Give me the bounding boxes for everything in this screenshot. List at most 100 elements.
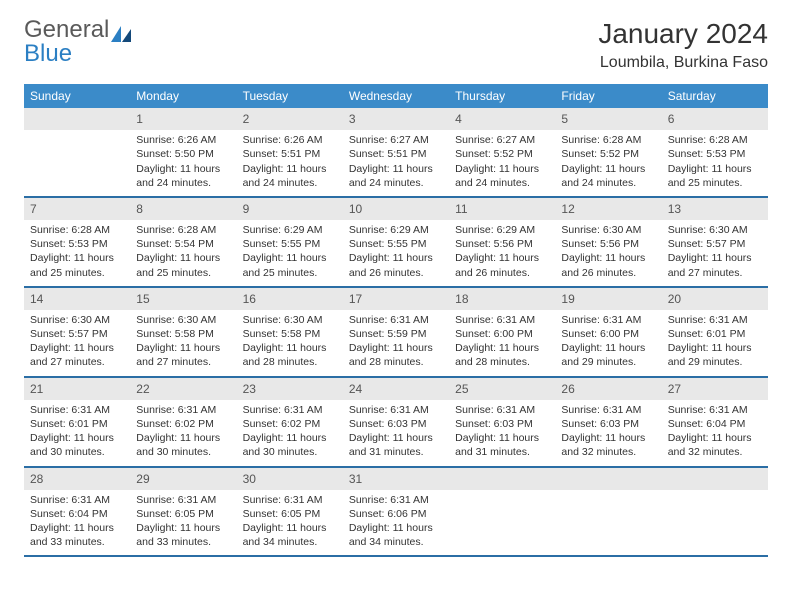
sunrise-text: Sunrise: 6:31 AM bbox=[243, 403, 337, 417]
day-cell: 26Sunrise: 6:31 AMSunset: 6:03 PMDayligh… bbox=[555, 378, 661, 466]
day-cell: 22Sunrise: 6:31 AMSunset: 6:02 PMDayligh… bbox=[130, 378, 236, 466]
day-details: Sunrise: 6:28 AMSunset: 5:54 PMDaylight:… bbox=[130, 220, 236, 286]
day-details: Sunrise: 6:28 AMSunset: 5:53 PMDaylight:… bbox=[24, 220, 130, 286]
daylight-text: and 28 minutes. bbox=[349, 355, 443, 369]
brand-text-2: Blue bbox=[24, 42, 72, 66]
day-details: Sunrise: 6:30 AMSunset: 5:56 PMDaylight:… bbox=[555, 220, 661, 286]
sunset-text: Sunset: 5:54 PM bbox=[136, 237, 230, 251]
daylight-text: Daylight: 11 hours bbox=[30, 251, 124, 265]
daylight-text: and 33 minutes. bbox=[30, 535, 124, 549]
sunrise-text: Sunrise: 6:30 AM bbox=[561, 223, 655, 237]
sunset-text: Sunset: 6:00 PM bbox=[561, 327, 655, 341]
day-details: Sunrise: 6:31 AMSunset: 6:01 PMDaylight:… bbox=[662, 310, 768, 376]
daylight-text: and 25 minutes. bbox=[30, 266, 124, 280]
sunrise-text: Sunrise: 6:27 AM bbox=[455, 133, 549, 147]
day-number bbox=[662, 468, 768, 490]
day-cell: 12Sunrise: 6:30 AMSunset: 5:56 PMDayligh… bbox=[555, 198, 661, 286]
sunset-text: Sunset: 6:06 PM bbox=[349, 507, 443, 521]
day-number: 6 bbox=[662, 108, 768, 130]
day-details: Sunrise: 6:31 AMSunset: 6:03 PMDaylight:… bbox=[449, 400, 555, 466]
day-number bbox=[24, 108, 130, 130]
day-number: 23 bbox=[237, 378, 343, 400]
day-cell: 20Sunrise: 6:31 AMSunset: 6:01 PMDayligh… bbox=[662, 288, 768, 376]
sunset-text: Sunset: 6:01 PM bbox=[668, 327, 762, 341]
brand-text-1: General bbox=[24, 18, 109, 42]
daylight-text: and 32 minutes. bbox=[561, 445, 655, 459]
day-details: Sunrise: 6:31 AMSunset: 6:04 PMDaylight:… bbox=[662, 400, 768, 466]
day-cell: 30Sunrise: 6:31 AMSunset: 6:05 PMDayligh… bbox=[237, 468, 343, 556]
day-details: Sunrise: 6:27 AMSunset: 5:52 PMDaylight:… bbox=[449, 130, 555, 196]
daylight-text: and 24 minutes. bbox=[349, 176, 443, 190]
daylight-text: Daylight: 11 hours bbox=[243, 162, 337, 176]
day-details: Sunrise: 6:31 AMSunset: 6:00 PMDaylight:… bbox=[555, 310, 661, 376]
daylight-text: and 33 minutes. bbox=[136, 535, 230, 549]
sunrise-text: Sunrise: 6:31 AM bbox=[561, 403, 655, 417]
sunrise-text: Sunrise: 6:31 AM bbox=[455, 313, 549, 327]
daylight-text: Daylight: 11 hours bbox=[349, 431, 443, 445]
daylight-text: Daylight: 11 hours bbox=[30, 341, 124, 355]
daylight-text: Daylight: 11 hours bbox=[349, 341, 443, 355]
day-details: Sunrise: 6:31 AMSunset: 6:04 PMDaylight:… bbox=[24, 490, 130, 556]
day-details: Sunrise: 6:31 AMSunset: 6:05 PMDaylight:… bbox=[130, 490, 236, 556]
title-block: January 2024 Loumbila, Burkina Faso bbox=[598, 18, 768, 72]
day-details bbox=[555, 490, 661, 548]
day-number bbox=[449, 468, 555, 490]
day-details: Sunrise: 6:31 AMSunset: 6:01 PMDaylight:… bbox=[24, 400, 130, 466]
daylight-text: and 32 minutes. bbox=[668, 445, 762, 459]
day-details: Sunrise: 6:31 AMSunset: 6:05 PMDaylight:… bbox=[237, 490, 343, 556]
sunset-text: Sunset: 6:04 PM bbox=[30, 507, 124, 521]
day-cell: 11Sunrise: 6:29 AMSunset: 5:56 PMDayligh… bbox=[449, 198, 555, 286]
day-details: Sunrise: 6:31 AMSunset: 6:03 PMDaylight:… bbox=[555, 400, 661, 466]
day-details: Sunrise: 6:29 AMSunset: 5:55 PMDaylight:… bbox=[343, 220, 449, 286]
brand-logo: GeneralBlue bbox=[24, 18, 135, 66]
daylight-text: and 25 minutes. bbox=[243, 266, 337, 280]
day-details: Sunrise: 6:29 AMSunset: 5:56 PMDaylight:… bbox=[449, 220, 555, 286]
daylight-text: and 25 minutes. bbox=[668, 176, 762, 190]
day-cell-empty bbox=[24, 108, 130, 196]
month-title: January 2024 bbox=[598, 18, 768, 50]
sunset-text: Sunset: 6:05 PM bbox=[136, 507, 230, 521]
sunset-text: Sunset: 5:53 PM bbox=[668, 147, 762, 161]
sunrise-text: Sunrise: 6:26 AM bbox=[243, 133, 337, 147]
daylight-text: Daylight: 11 hours bbox=[136, 341, 230, 355]
sunrise-text: Sunrise: 6:28 AM bbox=[561, 133, 655, 147]
day-number: 13 bbox=[662, 198, 768, 220]
day-number: 30 bbox=[237, 468, 343, 490]
daylight-text: Daylight: 11 hours bbox=[455, 162, 549, 176]
sunrise-text: Sunrise: 6:31 AM bbox=[30, 403, 124, 417]
daylight-text: Daylight: 11 hours bbox=[668, 431, 762, 445]
sunrise-text: Sunrise: 6:29 AM bbox=[349, 223, 443, 237]
day-cell: 24Sunrise: 6:31 AMSunset: 6:03 PMDayligh… bbox=[343, 378, 449, 466]
daylight-text: and 24 minutes. bbox=[136, 176, 230, 190]
sunset-text: Sunset: 6:03 PM bbox=[349, 417, 443, 431]
day-number: 15 bbox=[130, 288, 236, 310]
daylight-text: and 27 minutes. bbox=[668, 266, 762, 280]
weekday-header: Tuesday bbox=[237, 84, 343, 108]
daylight-text: and 30 minutes. bbox=[136, 445, 230, 459]
daylight-text: Daylight: 11 hours bbox=[561, 341, 655, 355]
sunrise-text: Sunrise: 6:31 AM bbox=[668, 403, 762, 417]
day-cell: 8Sunrise: 6:28 AMSunset: 5:54 PMDaylight… bbox=[130, 198, 236, 286]
sunset-text: Sunset: 5:56 PM bbox=[455, 237, 549, 251]
day-number: 10 bbox=[343, 198, 449, 220]
day-number: 29 bbox=[130, 468, 236, 490]
weekday-header: Sunday bbox=[24, 84, 130, 108]
weekday-header: Friday bbox=[555, 84, 661, 108]
day-number: 24 bbox=[343, 378, 449, 400]
day-cell: 4Sunrise: 6:27 AMSunset: 5:52 PMDaylight… bbox=[449, 108, 555, 196]
sunset-text: Sunset: 6:03 PM bbox=[455, 417, 549, 431]
daylight-text: Daylight: 11 hours bbox=[30, 431, 124, 445]
daylight-text: Daylight: 11 hours bbox=[243, 341, 337, 355]
day-number: 31 bbox=[343, 468, 449, 490]
day-number: 11 bbox=[449, 198, 555, 220]
week-row: 21Sunrise: 6:31 AMSunset: 6:01 PMDayligh… bbox=[24, 378, 768, 468]
daylight-text: and 28 minutes. bbox=[243, 355, 337, 369]
day-details: Sunrise: 6:26 AMSunset: 5:51 PMDaylight:… bbox=[237, 130, 343, 196]
sunset-text: Sunset: 5:55 PM bbox=[243, 237, 337, 251]
day-number: 28 bbox=[24, 468, 130, 490]
sunrise-text: Sunrise: 6:31 AM bbox=[136, 403, 230, 417]
day-cell: 10Sunrise: 6:29 AMSunset: 5:55 PMDayligh… bbox=[343, 198, 449, 286]
day-cell: 19Sunrise: 6:31 AMSunset: 6:00 PMDayligh… bbox=[555, 288, 661, 376]
sunset-text: Sunset: 5:52 PM bbox=[455, 147, 549, 161]
sunrise-text: Sunrise: 6:31 AM bbox=[349, 493, 443, 507]
